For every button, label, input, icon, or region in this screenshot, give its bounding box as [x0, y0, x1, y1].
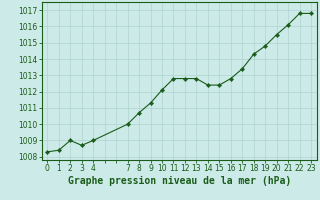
X-axis label: Graphe pression niveau de la mer (hPa): Graphe pression niveau de la mer (hPa)	[68, 176, 291, 186]
